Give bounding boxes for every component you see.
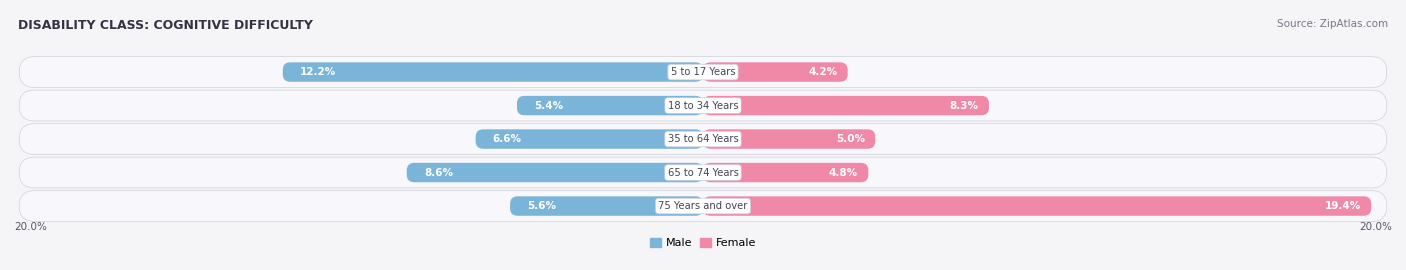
FancyBboxPatch shape xyxy=(703,196,1371,216)
FancyBboxPatch shape xyxy=(703,96,988,115)
FancyBboxPatch shape xyxy=(703,62,848,82)
Text: 65 to 74 Years: 65 to 74 Years xyxy=(668,168,738,178)
Text: 5.0%: 5.0% xyxy=(837,134,865,144)
Text: DISABILITY CLASS: COGNITIVE DIFFICULTY: DISABILITY CLASS: COGNITIVE DIFFICULTY xyxy=(18,19,314,32)
Text: 12.2%: 12.2% xyxy=(299,67,336,77)
Text: 5.6%: 5.6% xyxy=(527,201,557,211)
Text: 19.4%: 19.4% xyxy=(1324,201,1361,211)
FancyBboxPatch shape xyxy=(703,163,869,182)
Text: 6.6%: 6.6% xyxy=(494,134,522,144)
FancyBboxPatch shape xyxy=(283,62,703,82)
Text: 20.0%: 20.0% xyxy=(1360,222,1392,232)
Text: 20.0%: 20.0% xyxy=(14,222,46,232)
Text: 4.8%: 4.8% xyxy=(830,168,858,178)
FancyBboxPatch shape xyxy=(406,163,703,182)
Text: 18 to 34 Years: 18 to 34 Years xyxy=(668,100,738,110)
Text: 5 to 17 Years: 5 to 17 Years xyxy=(671,67,735,77)
FancyBboxPatch shape xyxy=(20,57,1386,87)
Text: 8.3%: 8.3% xyxy=(949,100,979,110)
Text: 4.2%: 4.2% xyxy=(808,67,838,77)
FancyBboxPatch shape xyxy=(510,196,703,216)
FancyBboxPatch shape xyxy=(20,124,1386,154)
Text: 35 to 64 Years: 35 to 64 Years xyxy=(668,134,738,144)
FancyBboxPatch shape xyxy=(20,191,1386,221)
Legend: Male, Female: Male, Female xyxy=(645,234,761,253)
FancyBboxPatch shape xyxy=(20,90,1386,121)
FancyBboxPatch shape xyxy=(475,129,703,149)
FancyBboxPatch shape xyxy=(703,129,875,149)
FancyBboxPatch shape xyxy=(20,157,1386,188)
FancyBboxPatch shape xyxy=(517,96,703,115)
Text: 8.6%: 8.6% xyxy=(425,168,453,178)
Text: Source: ZipAtlas.com: Source: ZipAtlas.com xyxy=(1277,19,1388,29)
Text: 5.4%: 5.4% xyxy=(534,100,564,110)
Text: 75 Years and over: 75 Years and over xyxy=(658,201,748,211)
